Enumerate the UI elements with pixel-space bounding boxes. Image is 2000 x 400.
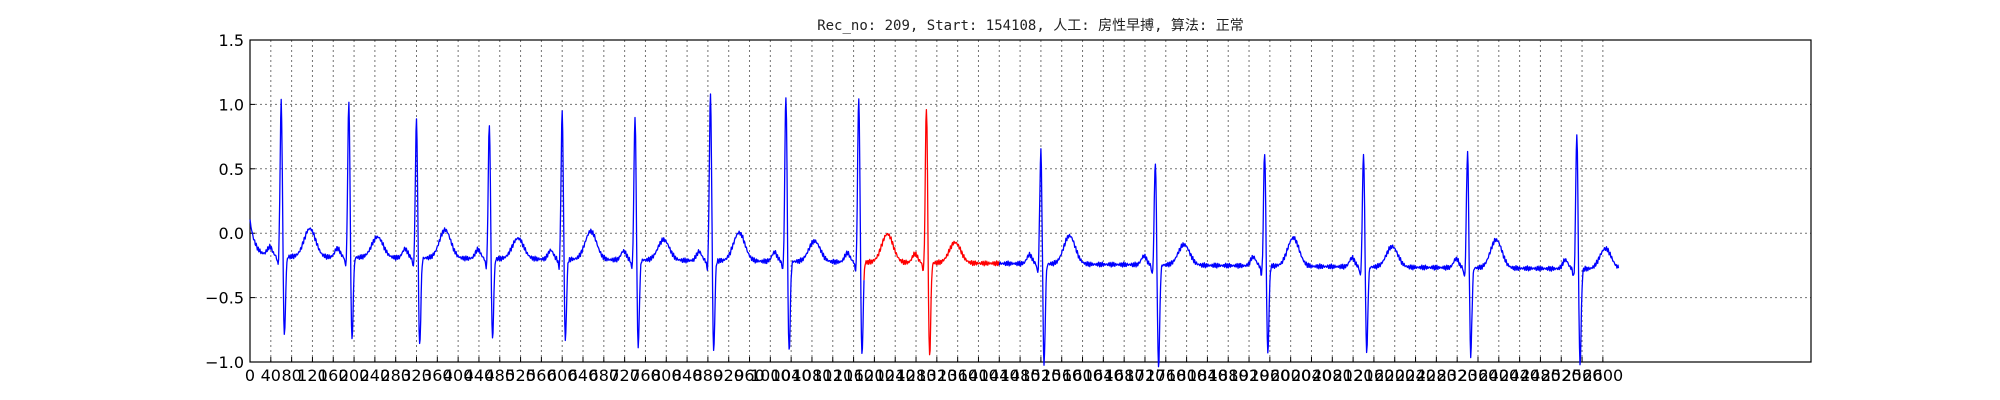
x-tick-label: 1400: [958, 366, 999, 385]
ecg-series-line-3: [998, 134, 1620, 368]
x-tick-label: 1960: [1249, 366, 1290, 385]
x-tick-label: 1440: [979, 366, 1020, 385]
x-tick-label: 720: [609, 366, 640, 385]
x-tick-label: 2160: [1354, 366, 1395, 385]
x-tick-label: 2360: [1458, 366, 1499, 385]
x-tick-label: 2040: [1291, 366, 1332, 385]
x-tick-label: 880: [693, 366, 724, 385]
x-tick-label: 1000: [750, 366, 791, 385]
x-tick-label: 1520: [1021, 366, 1062, 385]
x-tick-label: 640: [568, 366, 599, 385]
x-tick-label: 320: [401, 366, 432, 385]
x-tick-label: 1120: [812, 366, 853, 385]
x-tick-label: 2440: [1499, 366, 1540, 385]
x-tick-label: 960: [734, 366, 765, 385]
x-tick-label: 1760: [1145, 366, 1186, 385]
x-tick-label: 1920: [1229, 366, 1270, 385]
x-tick-label: 2120: [1333, 366, 1374, 385]
series-layer: [249, 93, 1620, 368]
x-tick-label: 1560: [1041, 366, 1082, 385]
x-tick-label: 2600: [1583, 366, 1624, 385]
x-tick-label: 1800: [1166, 366, 1207, 385]
x-tick-label: 2320: [1437, 366, 1478, 385]
x-tick-label: 1680: [1104, 366, 1145, 385]
x-tick-label: 280: [380, 366, 411, 385]
x-tick-label: 1640: [1083, 366, 1124, 385]
x-tick-label: 560: [526, 366, 557, 385]
x-tick-label: 2400: [1478, 366, 1519, 385]
x-tick-label: 1840: [1187, 366, 1228, 385]
x-tick-label: 1360: [937, 366, 978, 385]
x-tick-label: 920: [713, 366, 744, 385]
x-tick-label: 2280: [1416, 366, 1457, 385]
y-tick-label: −0.5: [205, 289, 244, 308]
x-tick-label: 1320: [916, 366, 957, 385]
x-tick-label: 1200: [854, 366, 895, 385]
x-tick-label: 1720: [1125, 366, 1166, 385]
x-tick-label: 160: [318, 366, 349, 385]
x-tick-label: 1080: [792, 366, 833, 385]
x-tick-label: 1480: [1000, 366, 1041, 385]
x-tick-label: 600: [547, 366, 578, 385]
x-tick-label: 2520: [1541, 366, 1582, 385]
x-tick-label: 800: [651, 366, 682, 385]
grid: [249, 39, 1811, 363]
x-tick-label: 1160: [833, 366, 874, 385]
y-tick-label: 0.5: [219, 160, 244, 179]
x-tick-label: 2480: [1520, 366, 1561, 385]
plot-frame: [249, 39, 1812, 363]
x-tick-label: 200: [339, 366, 370, 385]
x-tick-label: 1880: [1208, 366, 1249, 385]
x-tick-label: 2560: [1562, 366, 1603, 385]
x-tick-label: 1280: [896, 366, 937, 385]
x-tick-label: 2000: [1270, 366, 1311, 385]
y-tick-label: 1.0: [219, 95, 244, 114]
x-tick-label: 2080: [1312, 366, 1353, 385]
ecg-series-line-1: [249, 93, 865, 355]
ecg-series-line-2: [863, 109, 1000, 356]
x-tick-label: 1040: [771, 366, 812, 385]
axes: 0 40 8012016020024028032036040044048052056…: [205, 31, 1812, 385]
x-tick-label: 680: [589, 366, 620, 385]
x-tick-label: 480: [484, 366, 515, 385]
y-tick-label: −1.0: [205, 353, 244, 372]
x-tick-label: 80: [281, 366, 301, 385]
x-tick-label: 440: [464, 366, 495, 385]
x-tick-label: 400: [443, 366, 474, 385]
chart-title: Rec_no: 209, Start: 154108, 人工: 房性早搏, 算法…: [817, 17, 1244, 34]
x-tick-label: 520: [505, 366, 536, 385]
x-tick-label: 240: [360, 366, 391, 385]
x-tick-label: 360: [422, 366, 453, 385]
x-tick-label: 840: [672, 366, 703, 385]
x-tick-label: 120: [297, 366, 328, 385]
x-tick-label: 0: [245, 366, 255, 385]
x-tick-label: 760: [630, 366, 661, 385]
x-tick-label: 1600: [1062, 366, 1103, 385]
y-tick-label: 1.5: [219, 31, 244, 50]
x-tick-label: 40: [261, 366, 281, 385]
x-tick-label: 1240: [875, 366, 916, 385]
x-tick-label: 2200: [1374, 366, 1415, 385]
y-tick-label: 0.0: [219, 224, 244, 243]
x-tick-label: 2240: [1395, 366, 1436, 385]
